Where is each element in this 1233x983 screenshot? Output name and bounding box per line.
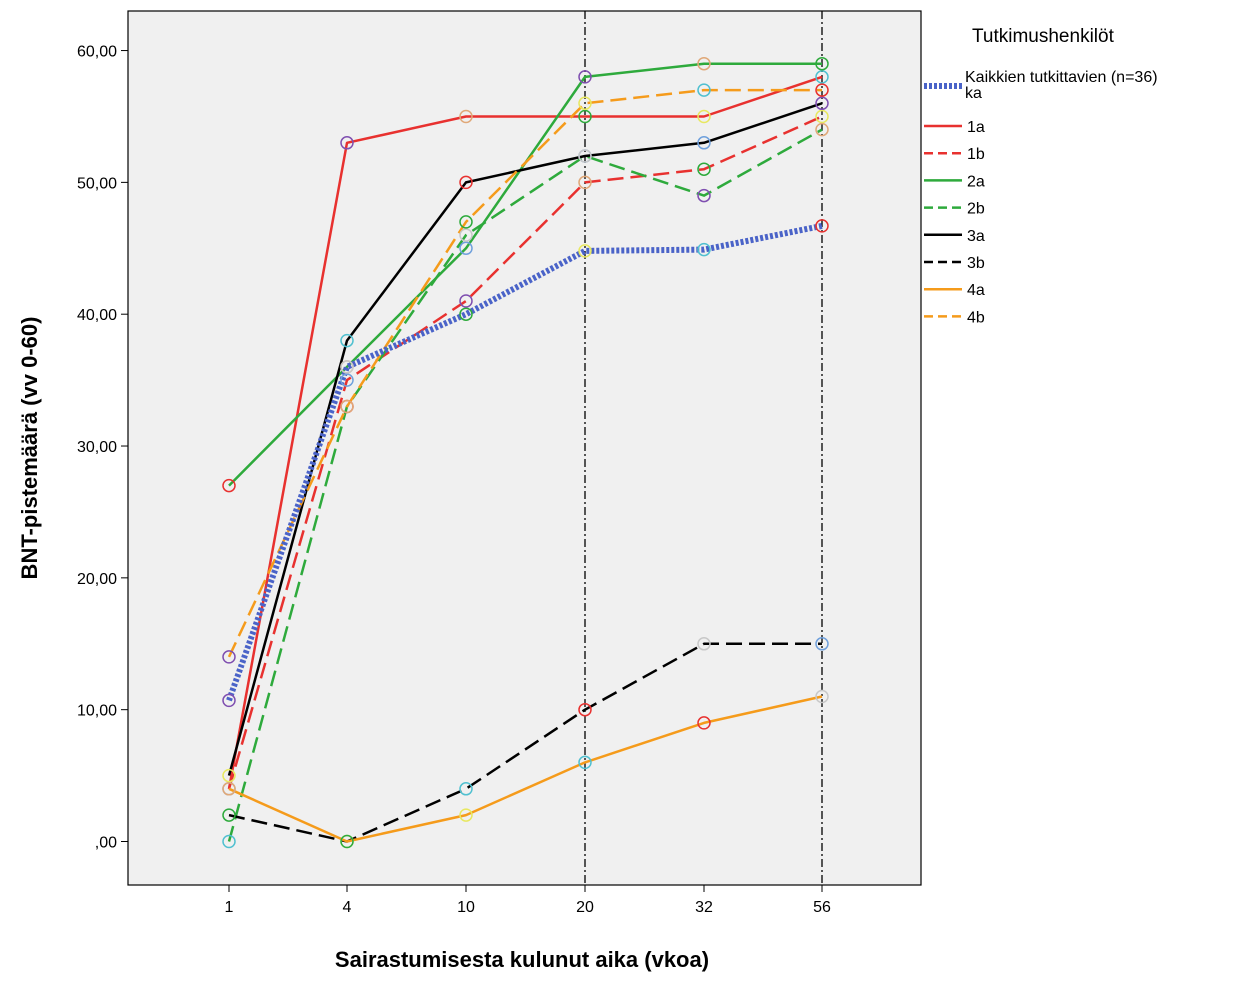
data-point (815, 219, 829, 233)
data-point (222, 834, 236, 849)
data-point (459, 782, 473, 796)
y-axis: ,00 10,00 20,00 30,00 40,00 50,00 60,00 (77, 44, 128, 851)
series-line-3b (228, 642, 822, 843)
legend-label: 2a (967, 173, 985, 190)
legend-title: Tutkimushenkilöt (972, 26, 1115, 47)
x-tick-label: 32 (695, 899, 713, 916)
data-point (815, 637, 829, 651)
y-tick-label: 50,00 (77, 175, 117, 192)
legend-label: 3b (967, 255, 985, 272)
data-point (340, 834, 354, 849)
data-point (578, 109, 592, 124)
data-point (697, 716, 711, 730)
data-point (815, 96, 829, 111)
x-axis: 1 4 10 20 32 56 (225, 885, 831, 916)
data-point (459, 307, 473, 321)
plot-area (127, 10, 922, 886)
series-line-mean (226, 222, 823, 702)
y-tick-label: 10,00 (77, 703, 117, 720)
x-tick-label: 4 (343, 899, 352, 916)
data-point (459, 175, 473, 190)
data-point (578, 70, 592, 84)
data-point (815, 122, 829, 137)
data-point (578, 755, 592, 770)
data-point (340, 399, 354, 414)
data-point (222, 782, 236, 796)
data-point (340, 333, 354, 348)
data-point (222, 693, 236, 708)
data-point (459, 215, 473, 229)
series-line-1a (227, 75, 823, 790)
y-tick-label: 30,00 (77, 439, 117, 456)
x-axis-title: Sairastumisesta kulunut aika (vkoa) (335, 947, 709, 972)
legend-label: 1b (967, 146, 985, 163)
legend-label: 4b (967, 309, 985, 326)
series-lines (226, 62, 823, 843)
data-point (815, 689, 829, 704)
series-markers (222, 56, 829, 849)
data-point (340, 136, 354, 150)
y-tick-label: 20,00 (77, 571, 117, 588)
legend-label: 1a (967, 119, 985, 136)
series-line-4b (227, 88, 822, 658)
data-point (815, 109, 829, 124)
data-point (697, 83, 711, 97)
data-point (578, 175, 592, 190)
data-point (697, 109, 711, 124)
legend: Tutkimushenkilöt Kaikkien tutkittavien (… (924, 26, 1158, 326)
data-point (697, 242, 711, 257)
data-point (459, 294, 473, 308)
data-point (697, 162, 711, 176)
data-point (340, 373, 354, 387)
data-point (222, 478, 236, 493)
legend-label: ka (965, 85, 982, 102)
data-point (459, 228, 473, 242)
data-point (815, 56, 829, 71)
legend-label: 3a (967, 228, 985, 245)
data-point (815, 70, 829, 84)
x-tick-label: 20 (576, 899, 594, 916)
legend-label: 4a (967, 282, 985, 299)
data-point (697, 136, 711, 150)
data-point (578, 244, 592, 258)
data-point (222, 808, 236, 822)
data-point (578, 149, 592, 163)
x-tick-label: 1 (225, 899, 234, 916)
x-tick-label: 10 (457, 899, 475, 916)
series-line-2b (227, 128, 823, 842)
data-point (340, 360, 354, 374)
y-axis-title: BNT-pistemäärä (vv 0-60) (17, 317, 42, 580)
series-line-4a (228, 695, 823, 843)
legend-label: Kaikkien tutkittavien (n=36) (965, 69, 1158, 86)
x-tick-label: 56 (813, 899, 831, 916)
y-tick-label: 60,00 (77, 44, 117, 61)
data-point (578, 96, 592, 111)
legend-label: 2b (967, 201, 985, 218)
data-point (815, 83, 829, 97)
data-point (222, 768, 236, 783)
data-point (697, 56, 711, 71)
y-tick-label: 40,00 (77, 307, 117, 324)
data-point (222, 650, 236, 664)
data-point (459, 241, 473, 256)
data-point (697, 637, 711, 651)
data-point (578, 702, 592, 717)
series-line-3a (227, 102, 823, 776)
data-point (459, 808, 473, 822)
data-point (459, 109, 473, 124)
y-tick-label: ,00 (95, 834, 117, 851)
data-point (697, 188, 711, 203)
